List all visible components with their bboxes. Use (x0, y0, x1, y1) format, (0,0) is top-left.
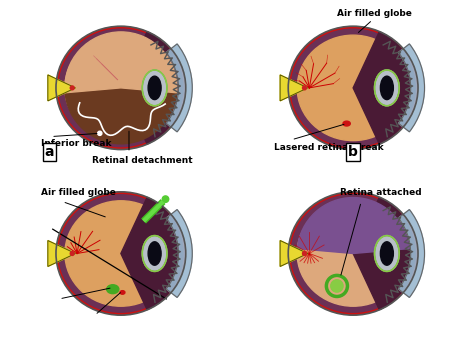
Wedge shape (399, 44, 425, 132)
Ellipse shape (381, 242, 393, 265)
Text: Retina attached: Retina attached (340, 188, 422, 197)
Circle shape (70, 86, 74, 90)
Text: Air filled globe: Air filled globe (337, 9, 412, 19)
Ellipse shape (65, 201, 177, 306)
Text: a: a (45, 145, 54, 159)
Ellipse shape (288, 26, 418, 149)
Wedge shape (399, 210, 425, 297)
Ellipse shape (56, 26, 186, 149)
Ellipse shape (59, 29, 183, 147)
Ellipse shape (162, 196, 169, 202)
Ellipse shape (374, 70, 399, 106)
Wedge shape (166, 44, 192, 132)
Ellipse shape (381, 76, 393, 100)
Ellipse shape (291, 29, 415, 147)
Wedge shape (297, 197, 409, 254)
Circle shape (70, 251, 74, 256)
Ellipse shape (107, 285, 119, 294)
Ellipse shape (120, 291, 125, 294)
Polygon shape (48, 241, 75, 266)
Ellipse shape (374, 236, 399, 271)
Circle shape (302, 251, 306, 256)
Circle shape (302, 86, 306, 90)
Ellipse shape (297, 35, 409, 141)
Ellipse shape (56, 192, 186, 315)
Wedge shape (121, 32, 183, 144)
Ellipse shape (297, 201, 409, 306)
Ellipse shape (142, 236, 167, 271)
Text: b: b (348, 145, 358, 159)
Ellipse shape (148, 76, 161, 100)
Ellipse shape (148, 242, 161, 265)
Text: Lasered retinal break: Lasered retinal break (273, 143, 383, 151)
Circle shape (98, 131, 102, 136)
Wedge shape (121, 197, 183, 310)
Ellipse shape (291, 195, 415, 312)
Ellipse shape (142, 70, 167, 106)
Circle shape (331, 280, 343, 292)
Wedge shape (166, 210, 192, 297)
Wedge shape (353, 197, 415, 310)
Polygon shape (48, 75, 75, 101)
Text: Inferior break: Inferior break (41, 139, 112, 148)
Wedge shape (65, 88, 177, 144)
Ellipse shape (288, 192, 418, 315)
Polygon shape (280, 241, 308, 266)
Ellipse shape (59, 195, 183, 312)
Ellipse shape (343, 121, 350, 126)
Ellipse shape (65, 35, 177, 141)
Text: Air filled globe: Air filled globe (41, 188, 116, 197)
Wedge shape (65, 32, 177, 93)
Text: Retinal detachment: Retinal detachment (91, 155, 192, 165)
Polygon shape (280, 75, 308, 101)
Wedge shape (353, 32, 415, 144)
